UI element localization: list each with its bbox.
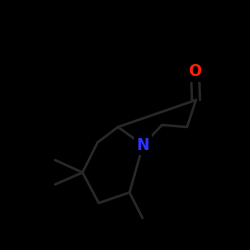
Text: N: N — [136, 138, 149, 152]
Text: O: O — [188, 64, 202, 80]
